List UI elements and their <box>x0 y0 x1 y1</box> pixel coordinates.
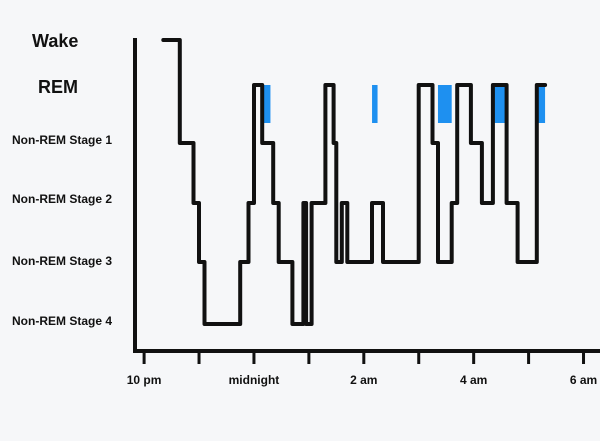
hypnogram-layer <box>161 38 548 326</box>
x-label-4-am: 4 am <box>460 373 487 387</box>
y-label-non-rem-stage-3: Non-REM Stage 3 <box>12 254 112 268</box>
y-label-non-rem-stage-1: Non-REM Stage 1 <box>12 133 112 147</box>
x-label-6-am: 6 am <box>570 373 597 387</box>
y-tick-labels: Non-REM Stage 4 Non-REM Stage 3 Non-REM St… <box>12 31 112 328</box>
y-label-rem: REM <box>38 77 78 97</box>
rem-period-1 <box>262 85 271 123</box>
rem-fill-layer <box>262 85 546 123</box>
y-label-wake: Wake <box>32 31 78 51</box>
x-label-midnight: midnight <box>229 373 280 387</box>
y-label-non-rem-stage-2: Non-REM Stage 2 <box>12 192 112 206</box>
x-ticks: 10 pm midnight 2 am 4 am 6 am <box>127 351 597 387</box>
sleep-stage-line <box>161 38 548 326</box>
y-label-non-rem-stage-4: Non-REM Stage 4 <box>12 314 112 328</box>
rem-period-4 <box>492 85 507 123</box>
x-label-2-am: 2 am <box>350 373 377 387</box>
rem-period-2 <box>372 85 378 123</box>
axes <box>133 38 600 353</box>
rem-period-3 <box>437 85 452 123</box>
rem-period-5 <box>536 85 546 123</box>
x-label-10-pm: 10 pm <box>127 373 162 387</box>
